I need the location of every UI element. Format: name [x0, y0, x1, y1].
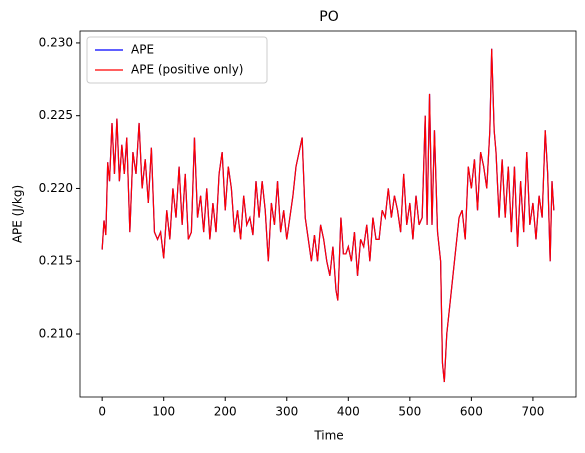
x-tick-label: 600	[460, 405, 483, 419]
x-tick-label: 400	[337, 405, 360, 419]
y-axis-label: APE (J/kg)	[11, 185, 25, 243]
x-tick-label: 700	[521, 405, 544, 419]
y-tick-label: 0.230	[39, 35, 73, 49]
x-tick-label: 300	[275, 405, 298, 419]
series-line	[101, 48, 555, 383]
x-tick-label: 0	[98, 405, 106, 419]
x-tick-label: 100	[152, 405, 175, 419]
plot-frame	[79, 30, 577, 398]
y-tick-label: 0.215	[39, 254, 73, 268]
x-tick-label: 200	[214, 405, 237, 419]
y-tick-label: 0.225	[39, 108, 73, 122]
chart-title: PO	[319, 9, 338, 25]
legend-label: APE	[131, 43, 154, 57]
x-tick-label: 500	[398, 405, 421, 419]
y-tick-label: 0.210	[39, 326, 73, 340]
legend-box	[86, 36, 268, 84]
series-line	[101, 48, 555, 383]
x-axis-label: Time	[313, 429, 343, 443]
y-tick-label: 0.220	[39, 181, 73, 195]
legend-label: APE (positive only)	[131, 63, 243, 77]
